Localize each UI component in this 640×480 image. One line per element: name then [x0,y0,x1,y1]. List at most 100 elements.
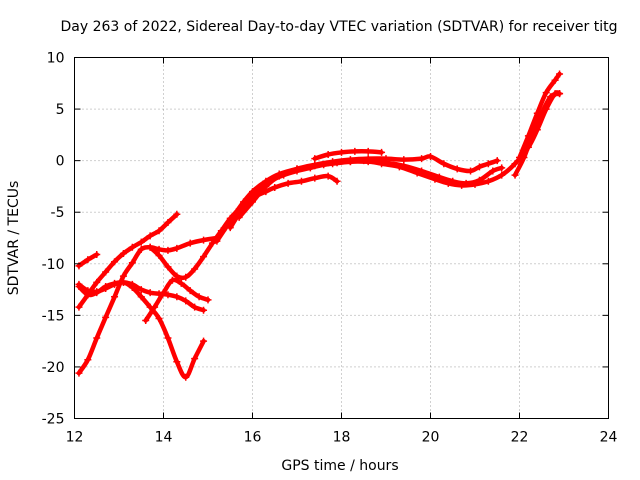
axis-ticks [74,57,609,419]
data-point [137,238,145,246]
data-point [195,293,203,301]
data-point [168,276,176,284]
data-point [173,272,181,280]
data-point [467,167,475,175]
data-point [102,282,110,290]
data-point [182,297,190,305]
data-point [84,256,92,264]
y-tick-label: -25 [42,412,65,428]
data-point [191,355,199,363]
data-point [146,232,154,240]
data-point [453,165,461,173]
data-point [240,203,248,211]
data-point [551,76,559,84]
data-point [191,265,199,273]
data-point [320,161,328,169]
data-point [378,160,386,168]
data-point [200,337,208,345]
data-point [173,358,181,366]
series-arc-g [147,173,340,281]
data-point [418,155,426,163]
data-point [489,167,497,175]
grid [74,57,609,419]
data-point [306,164,314,172]
data-point [164,263,172,271]
y-axis: 10 5 0 -5 -10 -15 -20 -25 [42,51,65,428]
data-point [427,153,434,161]
data-point [75,282,83,290]
data-point [186,239,194,247]
data-point [164,291,172,299]
data-point [444,179,452,187]
data-point [311,155,319,163]
data-point [93,334,101,342]
data-point [311,174,319,182]
data-point [533,109,541,117]
x-tick-label: 14 [155,430,173,446]
data-point [266,177,274,185]
data-point [84,291,92,299]
y-tick-label: -15 [42,308,65,324]
y-tick-label: 5 [56,102,65,118]
data-point [208,239,216,247]
data-point [511,160,519,168]
y-axis-title: SDTVAR / TECUs [6,181,22,296]
data-point [182,273,190,281]
data-point [102,313,110,321]
data-point [102,268,110,276]
data-point [151,303,159,311]
data-point [146,243,154,251]
data-point [547,93,555,101]
data-point [200,306,208,314]
data-point [395,163,403,171]
data-point [333,177,341,185]
y-tick-label: -10 [42,257,65,273]
data-point [93,278,101,286]
data-point [173,210,181,218]
data-point [75,369,83,377]
data-point [324,150,332,158]
data-point [155,314,163,322]
data-point [280,171,288,179]
data-point [200,236,208,244]
y-tick-label: -20 [42,360,65,376]
data-point [498,164,506,172]
data-point [378,148,386,156]
data-point [173,244,181,252]
data-point [93,289,101,297]
data-point [542,89,550,97]
x-tick-label: 16 [244,430,262,446]
data-point [297,177,305,185]
data-point [119,272,127,280]
data-point [213,237,221,245]
data-point [204,296,212,304]
data-point [284,179,292,187]
data-point [173,293,181,301]
data-point [182,373,190,381]
data-point [458,181,466,189]
data-point [160,289,167,297]
data-point [253,188,261,196]
data-point [293,167,301,175]
data-point [93,251,101,259]
data-point [524,132,532,140]
data-point [75,303,83,311]
data-point [271,183,279,191]
data-point [498,171,506,179]
data-point [119,249,127,257]
data-point [142,317,150,325]
data-point [155,245,163,253]
data-point [360,157,368,165]
plot-area [75,70,564,381]
data-point [200,253,208,261]
y-tick-label: 0 [56,154,65,170]
chart-title: Day 263 of 2022, Sidereal Day-to-day VTE… [61,19,618,35]
x-tick-label: 18 [333,430,351,446]
data-point [475,163,483,171]
x-tick-label: 20 [422,430,440,446]
data-point [556,90,564,98]
data-point [128,259,136,267]
data-point [338,148,345,156]
data-point [84,356,92,364]
